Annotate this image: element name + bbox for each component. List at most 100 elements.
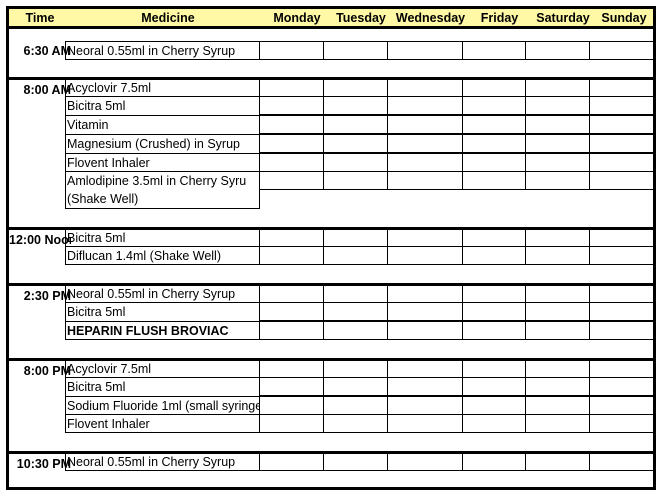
checkbox-cell-saturday[interactable] [525,96,590,115]
checkbox-cell-tuesday[interactable] [323,302,388,321]
checkbox-cell-saturday[interactable] [525,321,590,340]
checkbox-cell-sunday[interactable] [589,96,654,115]
checkbox-cell-sunday[interactable] [589,302,654,321]
checkbox-cell-sunday[interactable] [589,414,654,433]
checkbox-cell-monday[interactable] [259,78,324,97]
checkbox-cell-monday[interactable] [259,96,324,115]
checkbox-cell-tuesday[interactable] [323,377,388,396]
checkbox-cell-saturday[interactable] [525,171,590,190]
checkbox-cell-saturday[interactable] [525,359,590,378]
checkbox-cell-friday[interactable] [462,321,526,340]
checkbox-cell-wednesday[interactable] [387,78,463,97]
checkbox-cell-wednesday[interactable] [387,115,463,134]
checkbox-cell-friday[interactable] [462,302,526,321]
checkbox-cell-monday[interactable] [259,228,324,247]
checkbox-cell-friday[interactable] [462,115,526,134]
checkbox-cell-wednesday[interactable] [387,96,463,115]
checkbox-cell-monday[interactable] [259,284,324,303]
checkbox-cell-monday[interactable] [259,171,324,190]
checkbox-cell-wednesday[interactable] [387,153,463,172]
checkbox-cell-tuesday[interactable] [323,153,388,172]
checkbox-cell-monday[interactable] [259,302,324,321]
checkbox-cell-monday[interactable] [259,134,324,153]
checkbox-cell-wednesday[interactable] [387,396,463,415]
checkbox-cell-wednesday[interactable] [387,321,463,340]
checkbox-cell-tuesday[interactable] [323,96,388,115]
checkbox-cell-sunday[interactable] [589,78,654,97]
checkbox-cell-wednesday[interactable] [387,41,463,60]
checkbox-cell-saturday[interactable] [525,78,590,97]
checkbox-cell-tuesday[interactable] [323,41,388,60]
checkbox-cell-tuesday[interactable] [323,452,388,471]
checkbox-cell-sunday[interactable] [589,284,654,303]
checkbox-cell-monday[interactable] [259,414,324,433]
checkbox-cell-wednesday[interactable] [387,246,463,265]
checkbox-cell-friday[interactable] [462,78,526,97]
checkbox-cell-tuesday[interactable] [323,246,388,265]
checkbox-cell-wednesday[interactable] [387,359,463,378]
checkbox-cell-saturday[interactable] [525,452,590,471]
checkbox-cell-friday[interactable] [462,153,526,172]
checkbox-cell-monday[interactable] [259,153,324,172]
checkbox-cell-sunday[interactable] [589,41,654,60]
checkbox-cell-sunday[interactable] [589,452,654,471]
checkbox-cell-friday[interactable] [462,359,526,378]
checkbox-cell-wednesday[interactable] [387,377,463,396]
checkbox-cell-friday[interactable] [462,452,526,471]
checkbox-cell-saturday[interactable] [525,228,590,247]
checkbox-cell-saturday[interactable] [525,396,590,415]
checkbox-cell-friday[interactable] [462,41,526,60]
checkbox-cell-saturday[interactable] [525,134,590,153]
checkbox-cell-sunday[interactable] [589,246,654,265]
checkbox-cell-wednesday[interactable] [387,284,463,303]
checkbox-cell-sunday[interactable] [589,377,654,396]
checkbox-cell-sunday[interactable] [589,359,654,378]
checkbox-cell-sunday[interactable] [589,134,654,153]
checkbox-cell-sunday[interactable] [589,171,654,190]
checkbox-cell-saturday[interactable] [525,414,590,433]
checkbox-cell-wednesday[interactable] [387,414,463,433]
checkbox-cell-monday[interactable] [259,115,324,134]
checkbox-cell-tuesday[interactable] [323,284,388,303]
checkbox-cell-tuesday[interactable] [323,228,388,247]
checkbox-cell-saturday[interactable] [525,115,590,134]
checkbox-cell-friday[interactable] [462,284,526,303]
checkbox-cell-monday[interactable] [259,396,324,415]
checkbox-cell-tuesday[interactable] [323,321,388,340]
checkbox-cell-monday[interactable] [259,377,324,396]
checkbox-cell-monday[interactable] [259,359,324,378]
checkbox-cell-wednesday[interactable] [387,171,463,190]
checkbox-cell-wednesday[interactable] [387,134,463,153]
checkbox-cell-sunday[interactable] [589,115,654,134]
checkbox-cell-friday[interactable] [462,228,526,247]
checkbox-cell-monday[interactable] [259,41,324,60]
checkbox-cell-saturday[interactable] [525,246,590,265]
checkbox-cell-monday[interactable] [259,452,324,471]
checkbox-cell-sunday[interactable] [589,321,654,340]
checkbox-cell-wednesday[interactable] [387,228,463,247]
checkbox-cell-friday[interactable] [462,246,526,265]
checkbox-cell-saturday[interactable] [525,302,590,321]
checkbox-cell-saturday[interactable] [525,284,590,303]
checkbox-cell-monday[interactable] [259,321,324,340]
checkbox-cell-monday[interactable] [259,246,324,265]
checkbox-cell-saturday[interactable] [525,153,590,172]
checkbox-cell-saturday[interactable] [525,41,590,60]
checkbox-cell-friday[interactable] [462,414,526,433]
checkbox-cell-tuesday[interactable] [323,396,388,415]
checkbox-cell-friday[interactable] [462,134,526,153]
checkbox-cell-tuesday[interactable] [323,78,388,97]
checkbox-cell-friday[interactable] [462,96,526,115]
checkbox-cell-friday[interactable] [462,171,526,190]
checkbox-cell-saturday[interactable] [525,377,590,396]
checkbox-cell-wednesday[interactable] [387,302,463,321]
checkbox-cell-tuesday[interactable] [323,414,388,433]
checkbox-cell-tuesday[interactable] [323,359,388,378]
checkbox-cell-wednesday[interactable] [387,452,463,471]
checkbox-cell-friday[interactable] [462,377,526,396]
checkbox-cell-tuesday[interactable] [323,134,388,153]
checkbox-cell-tuesday[interactable] [323,171,388,190]
checkbox-cell-sunday[interactable] [589,396,654,415]
checkbox-cell-sunday[interactable] [589,153,654,172]
checkbox-cell-sunday[interactable] [589,228,654,247]
